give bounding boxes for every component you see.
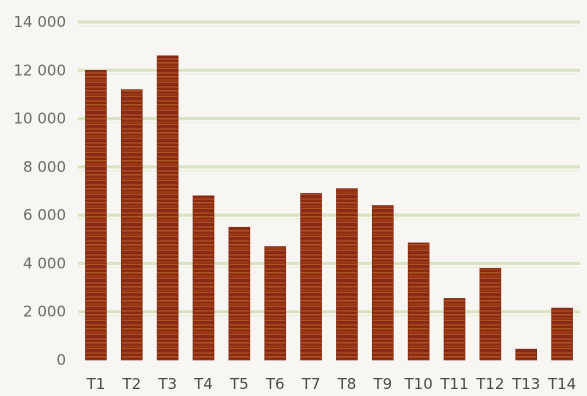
x-tick-label: T3 — [157, 375, 177, 393]
y-tick-label: 12 000 — [14, 61, 67, 79]
bar-T12 — [479, 267, 502, 361]
bar-T2 — [120, 89, 143, 361]
y-tick-label: 4 000 — [23, 254, 66, 272]
bars — [85, 55, 573, 361]
x-tick-label: T1 — [86, 375, 106, 393]
y-tick-label: 10 000 — [14, 110, 67, 128]
bar-T8 — [336, 188, 358, 361]
bar-T6 — [264, 246, 287, 361]
x-tick-label: T9 — [372, 375, 392, 393]
bar-T9 — [371, 205, 394, 361]
bar-T11 — [443, 298, 466, 361]
bar-T7 — [300, 193, 322, 361]
y-tick-label: 6 000 — [23, 206, 66, 224]
x-tick-label: T6 — [265, 375, 285, 393]
x-tick-label: T4 — [193, 375, 213, 393]
x-axis: T1 T2 T3 T4 T5 T6 T7 T8 T9 T10 T11 T12 T13 T14 — [86, 375, 577, 393]
bar-T5 — [228, 226, 251, 361]
x-tick-label: T10 — [404, 375, 433, 393]
bar-T13 — [515, 348, 538, 361]
x-tick-label: T7 — [301, 375, 321, 393]
x-tick-label: T8 — [337, 375, 357, 393]
x-tick-label: T11 — [439, 375, 468, 393]
y-tick-label: 14 000 — [14, 13, 67, 31]
y-tick-label: 8 000 — [23, 158, 66, 176]
x-tick-label: T13 — [511, 375, 540, 393]
x-tick-label: T2 — [121, 375, 141, 393]
y-tick-label: 0 — [56, 351, 66, 369]
bar-T4 — [192, 195, 215, 361]
y-axis: 0 2 000 4 000 6 000 8 000 10 000 12 000 14 000 — [14, 13, 67, 369]
gridlines — [78, 20, 580, 317]
x-tick-label: T14 — [547, 375, 576, 393]
x-tick-label: T5 — [229, 375, 249, 393]
bar-T1 — [85, 69, 107, 361]
bar-T14 — [551, 307, 573, 361]
x-tick-label: T12 — [475, 375, 504, 393]
bar-T10 — [407, 242, 430, 361]
bar-T3 — [156, 55, 179, 361]
y-tick-label: 2 000 — [23, 303, 66, 321]
